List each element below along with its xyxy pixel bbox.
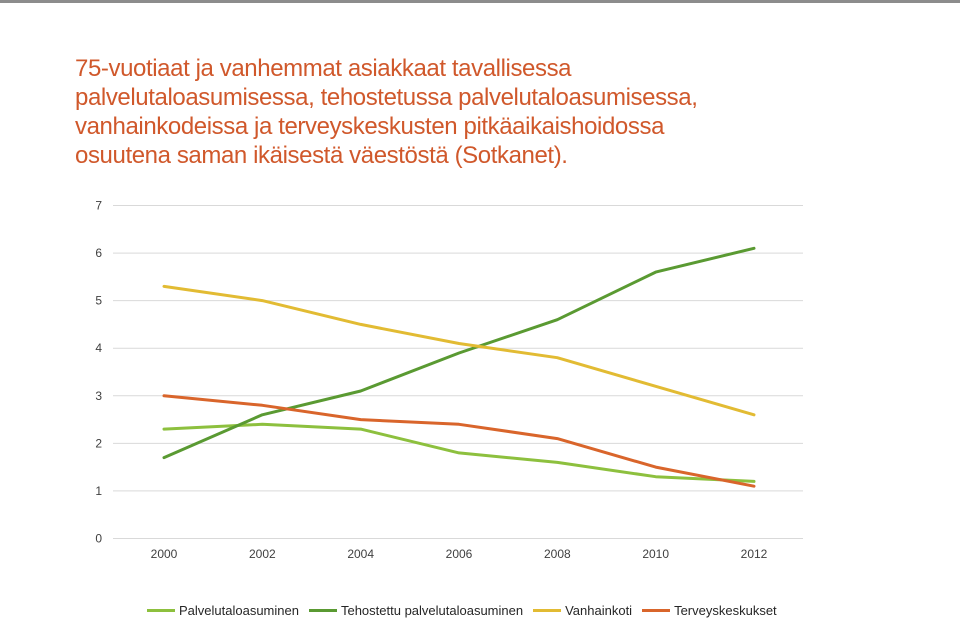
legend-label-1: Palvelutaloasuminen [179,603,299,618]
series-line-4 [162,394,756,488]
chart-title-line-3: vanhainkodeissa ja terveyskeskusten pitk… [75,113,665,140]
y-axis-ticks: 0 1 2 3 4 5 6 7 [95,199,102,546]
chart-title: 75-vuotiaat ja vanhemmat asiakkaat taval… [75,54,775,170]
y-tick-label-6: 6 [95,246,102,260]
chart-title-line-2: palvelutaloasumisessa, tehostetussa palv… [75,84,698,111]
x-tick-label-2000: 2000 [151,547,178,561]
series-lines [162,246,756,488]
series-line-3 [162,284,756,417]
legend-swatch-4 [642,609,671,612]
legend-item-2: Tehostettu palvelutaloasuminen [308,603,524,618]
y-tick-label-5: 5 [95,294,102,308]
legend-swatch-1 [147,609,175,612]
y-tick-label-2: 2 [95,436,102,450]
x-axis-ticks: 2000 2002 2004 2006 2008 2010 2012 [151,547,768,561]
y-tick-label-7: 7 [95,199,102,213]
chart-title-line-1: 75-vuotiaat ja vanhemmat asiakkaat taval… [75,55,572,82]
x-tick-label-2004: 2004 [347,547,374,561]
legend-swatch-3 [533,609,562,612]
x-tick-label-2010: 2010 [642,547,669,561]
y-tick-label-0: 0 [95,532,102,546]
y-tick-label-1: 1 [95,484,102,498]
legend-label-3: Vanhainkoti [565,603,633,618]
gridlines [113,205,803,539]
x-tick-label-2002: 2002 [249,547,276,561]
legend-label-2: Tehostettu palvelutaloasuminen [340,603,524,618]
legend-item-4: Terveyskeskukset [642,603,777,618]
y-tick-label-3: 3 [95,389,102,403]
legend-swatch-2 [308,609,337,612]
series-line-2 [162,246,756,460]
legend-item-3: Vanhainkoti [533,603,632,618]
y-tick-label-4: 4 [95,341,102,355]
top-rule [0,0,960,3]
x-tick-label-2012: 2012 [741,547,768,561]
legend: Palvelutaloasuminen Tehostettu palvelutal… [147,603,787,618]
series-line-1 [162,422,756,483]
x-tick-label-2006: 2006 [446,547,473,561]
legend-label-4: Terveyskeskukset [674,603,777,618]
chart-title-line-4: osuutena saman ikäisestä väestöstä (Sotk… [75,142,568,169]
x-tick-label-2008: 2008 [544,547,571,561]
legend-item-1: Palvelutaloasuminen [147,603,299,618]
